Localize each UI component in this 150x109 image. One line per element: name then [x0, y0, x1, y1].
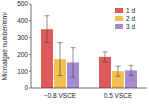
error-bar: [129, 65, 134, 75]
y-tick-label: 500: [17, 0, 28, 7]
legend-swatch: [115, 8, 123, 13]
y-tick-label: 100: [17, 68, 28, 75]
legend-label: 3 d: [126, 23, 135, 30]
legend-swatch: [115, 24, 123, 29]
y-axis-label: Microalgae number/mm²: [1, 12, 9, 80]
y-tick-label: 400: [17, 17, 28, 24]
error-bar: [58, 43, 63, 76]
y-axis: [31, 4, 32, 88]
x-tick-label: −0.8 VSCE: [44, 92, 77, 99]
error-bar: [116, 66, 121, 76]
y-tick-label: 300: [17, 34, 28, 41]
legend-label: 1 d: [126, 7, 135, 14]
x-tick-label: 0.5 VSCE: [104, 92, 133, 99]
error-bar: [71, 48, 76, 78]
bars: [41, 16, 137, 88]
y-tick-label: 0: [24, 84, 28, 91]
legend-label: 2 d: [126, 15, 135, 22]
x-axis: [31, 88, 147, 89]
chart: 0 100 200 300 400 500 Microalgae number/mm² −0.…: [0, 0, 150, 109]
error-bar: [103, 52, 108, 62]
y-tick-label: 200: [17, 51, 28, 58]
legend-swatch: [115, 16, 123, 21]
error-bar: [45, 16, 50, 43]
